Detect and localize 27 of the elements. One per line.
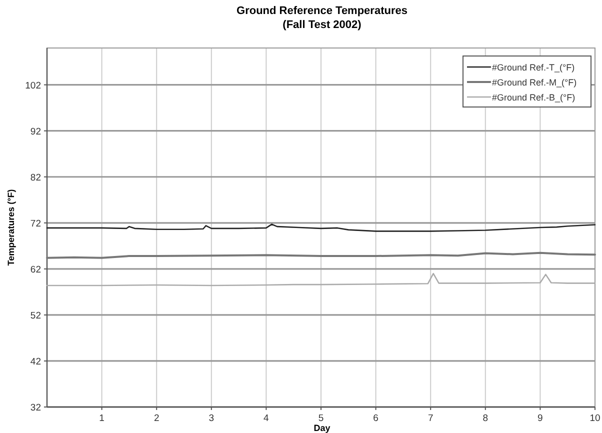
y-axis-title: Temperatures (°F) [6,189,16,266]
chart-subtitle: (Fall Test 2002) [282,19,362,31]
chart-title: Ground Reference Temperatures [236,5,408,17]
x-axis-title: Day [314,423,330,433]
y-tick-label: 92 [30,126,41,138]
line-series [46,224,596,232]
legend-label: #Ground Ref.-B_(°F) [492,92,576,102]
y-tick-label: 32 [30,402,41,414]
x-tick-label: 7 [428,413,434,424]
x-tick-label: 4 [264,413,269,424]
x-tick-label: 3 [208,413,214,424]
legend-label: #Ground Ref.-T_(°F) [492,62,575,72]
x-tick-label: 8 [482,413,488,424]
x-tick-label: 5 [318,413,324,424]
x-tick-label: 6 [373,413,378,424]
line-series [46,272,596,286]
y-tick-label: 52 [30,310,41,322]
x-tick-label: 10 [590,413,600,424]
x-tick-label: 2 [154,413,160,424]
legend-label: #Ground Ref.-M_(°F) [492,78,577,88]
x-tick-label: 1 [99,413,104,424]
y-tick-label: 82 [30,172,41,184]
y-tick-label: 102 [25,80,41,92]
x-tick-label: 9 [538,413,543,424]
y-tick-label: 72 [30,218,41,230]
y-tick-label: 42 [30,356,41,368]
y-tick-label: 62 [30,264,41,276]
